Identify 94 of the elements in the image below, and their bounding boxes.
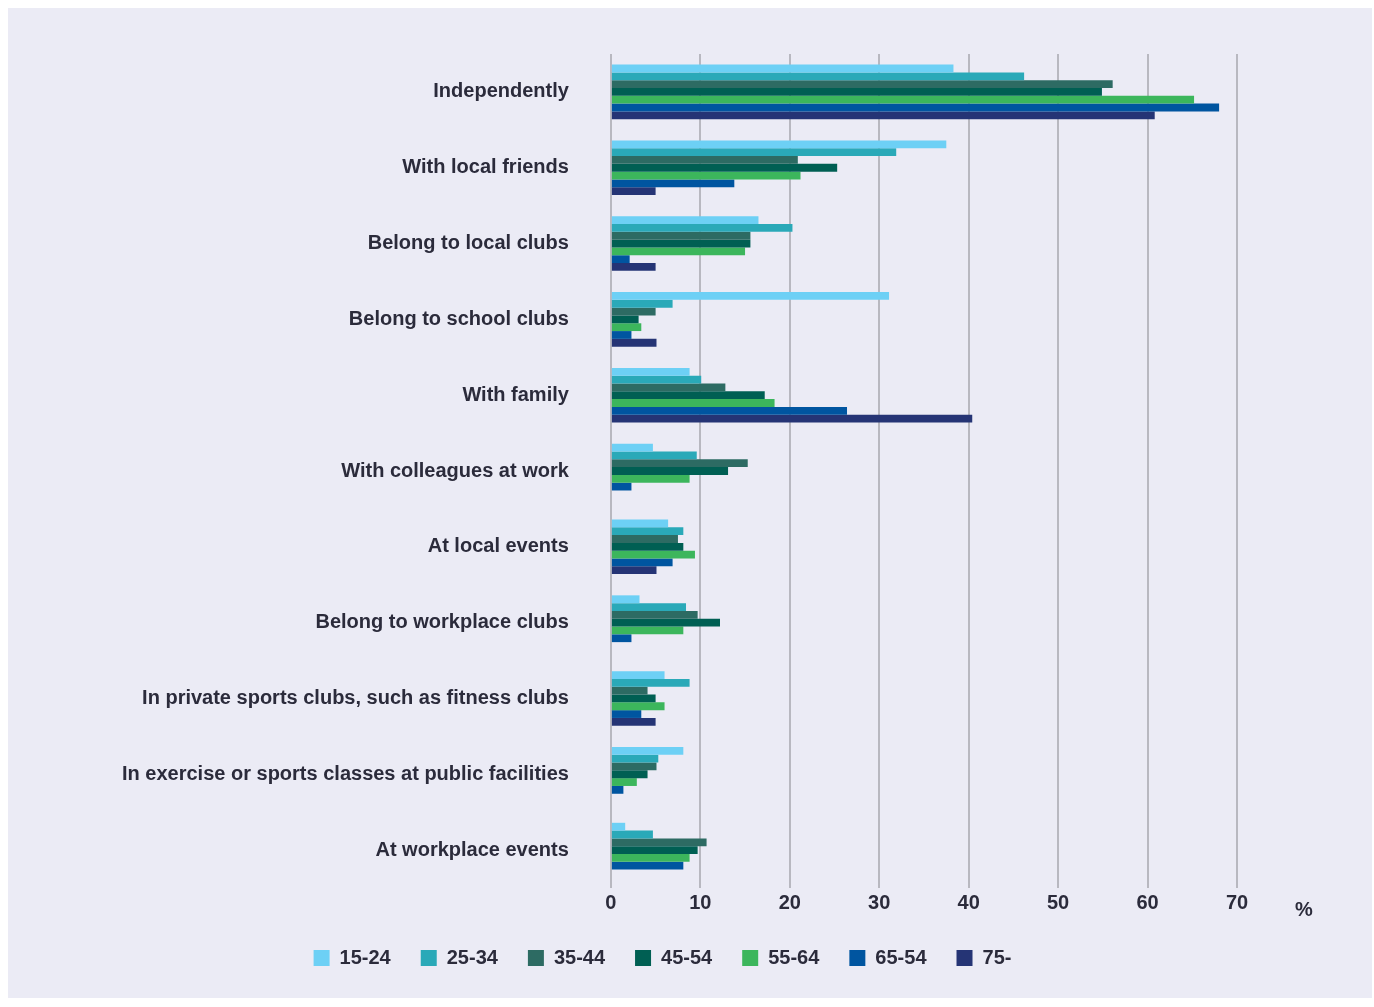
bar: [611, 88, 1102, 96]
bar: [611, 383, 726, 392]
x-tick-label: 50: [1046, 890, 1070, 913]
y-tick-label: Belong to local clubs: [367, 231, 569, 254]
bar: [611, 702, 665, 711]
bar: [611, 255, 630, 264]
bar: [611, 671, 665, 679]
bar: [611, 171, 801, 180]
bar: [611, 64, 954, 73]
bar: [611, 187, 656, 196]
bar: [611, 103, 1220, 112]
bar: [611, 315, 639, 324]
bar: [611, 694, 656, 703]
bar: [611, 535, 678, 543]
y-tick-label: At workplace events: [375, 837, 569, 860]
bar: [611, 443, 653, 452]
y-tick-label: With local friends: [402, 155, 569, 178]
y-tick-label: In exercise or sports classes at public facilities: [122, 761, 569, 784]
bar: [611, 527, 684, 536]
bar: [611, 156, 798, 164]
bar: [611, 459, 748, 468]
bar: [611, 414, 973, 423]
bar: [611, 406, 848, 415]
bar: [611, 618, 720, 627]
y-tick-label: Independently: [433, 79, 570, 102]
bar: [611, 754, 659, 763]
x-tick-label: 0: [605, 890, 617, 913]
y-tick-label: In private sports clubs, such as fitness clubs: [142, 685, 569, 708]
bar: [611, 263, 656, 271]
bar: [611, 247, 746, 256]
bar: [611, 451, 697, 460]
legend-label: 15-24: [339, 945, 392, 968]
legend-label: 75-: [982, 945, 1012, 968]
bar: [611, 224, 793, 232]
bar: [611, 231, 751, 240]
bar: [611, 566, 657, 575]
bar: [611, 778, 637, 786]
bar: [611, 323, 642, 332]
bar: [611, 338, 657, 347]
bar: [611, 140, 947, 149]
bar: [611, 307, 656, 316]
legend-label: 45-54: [661, 945, 714, 968]
bar: [611, 399, 775, 407]
x-tick-label: 30: [868, 890, 891, 913]
x-tick-label: 60: [1136, 890, 1159, 913]
bar: [611, 595, 640, 604]
x-axis-title: %: [1295, 897, 1314, 920]
bar: [611, 216, 759, 225]
bar: [611, 148, 897, 157]
bar: [611, 853, 690, 862]
bar: [611, 710, 642, 718]
legend-label: 35-44: [553, 945, 606, 968]
bar: [611, 542, 684, 551]
x-tick-label: 20: [778, 890, 801, 913]
bar: [611, 861, 684, 870]
legend-label: 65-54: [875, 945, 928, 968]
bar: [611, 610, 698, 619]
x-tick-label: 70: [1225, 890, 1249, 913]
bar: [611, 603, 687, 611]
bar: [611, 678, 690, 687]
bar: [611, 550, 695, 559]
bar: [611, 717, 656, 726]
bar: [611, 111, 1155, 120]
y-tick-label: Belong to school clubs: [348, 306, 569, 329]
y-tick-label: Belong to workplace clubs: [315, 610, 569, 633]
bar: [611, 467, 729, 475]
bar: [611, 830, 653, 839]
y-tick-label: With family: [462, 382, 570, 405]
bar: [611, 72, 1025, 81]
x-tick-label: 10: [689, 890, 712, 913]
bar: [611, 474, 690, 483]
bar: [611, 770, 648, 779]
bar: [611, 838, 707, 847]
legend-label: 25-34: [446, 945, 499, 968]
bar: [611, 846, 698, 854]
bar: [611, 331, 632, 339]
bar: [611, 292, 890, 300]
bar: [611, 822, 626, 831]
bar: [611, 746, 684, 755]
bar: [611, 163, 838, 172]
bar: [611, 95, 1195, 104]
legend-label: 55-64: [768, 945, 821, 968]
bar: [611, 179, 735, 188]
bar: [611, 686, 648, 695]
bar: [611, 634, 632, 643]
bar: [611, 558, 673, 567]
bar: [611, 785, 624, 794]
y-tick-label: At local events: [427, 534, 569, 557]
y-tick-label: With colleagues at work: [341, 458, 570, 481]
bar: [611, 299, 673, 308]
bar: [611, 80, 1113, 89]
bar: [611, 391, 765, 400]
bar: [611, 367, 690, 376]
x-tick-label: 40: [957, 890, 980, 913]
